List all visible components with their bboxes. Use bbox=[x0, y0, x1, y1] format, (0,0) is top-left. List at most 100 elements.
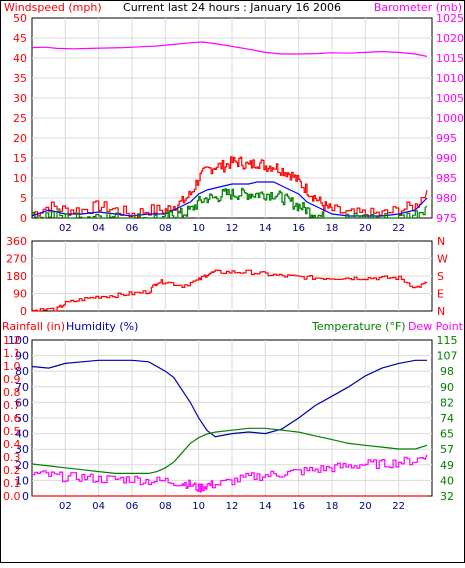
rainfall-tick-label: 0.9 bbox=[3, 373, 21, 386]
x-tick-label: 16 bbox=[292, 223, 305, 234]
rainfall-tick-label: 1.0 bbox=[3, 360, 21, 373]
windspeed-axis-label: Windspeed (mph) bbox=[4, 1, 102, 14]
direction-tick-label: 360 bbox=[6, 235, 27, 248]
x-tick-label: 14 bbox=[259, 223, 272, 234]
x-tick-label: 18 bbox=[326, 223, 339, 234]
windspeed-tick-label: 25 bbox=[13, 112, 27, 125]
humidity-tick-label: 40 bbox=[15, 428, 29, 441]
direction-tick-label: 270 bbox=[6, 253, 27, 266]
x-tick-label: 12 bbox=[226, 223, 239, 234]
barometer-tick-label: 975 bbox=[436, 212, 457, 225]
barometer-tick-label: 1015 bbox=[436, 52, 464, 65]
compass-tick-label: S bbox=[437, 270, 444, 283]
compass-tick-label: E bbox=[437, 288, 444, 301]
rainfall-tick-label: 0.2 bbox=[3, 464, 21, 477]
compass-tick-label: W bbox=[437, 253, 448, 266]
barometer-tick-label: 1005 bbox=[436, 92, 464, 105]
temperature-tick-label: 74 bbox=[440, 412, 454, 425]
barometer-tick-label: 1025 bbox=[436, 12, 464, 25]
compass-tick-label: N bbox=[437, 305, 445, 318]
windspeed-tick-label: 40 bbox=[13, 52, 27, 65]
direction-line bbox=[32, 269, 428, 312]
grid-direction bbox=[32, 241, 432, 311]
rainfall-tick-label: 1.2 bbox=[3, 334, 21, 347]
series-wind bbox=[31, 41, 428, 219]
ticks-humidity: 02 04 06 08 10 12 14 16 18 20 22 0 10 20 30 40 50 60 70 80 9… bbox=[3, 334, 458, 512]
x-tick-label: 02 bbox=[59, 223, 72, 234]
direction-tick-label: 180 bbox=[6, 270, 27, 283]
ticks-wind: 02 04 06 08 10 12 14 16 18 20 22051015202530354045… bbox=[13, 12, 464, 234]
gust_low-line bbox=[32, 187, 428, 219]
windspeed-tick-label: 50 bbox=[13, 12, 27, 25]
x-tick-label: 02 bbox=[59, 501, 72, 512]
temperature-tick-label: 82 bbox=[440, 396, 454, 409]
barometer-tick-label: 995 bbox=[436, 132, 457, 145]
x-tick-label: 08 bbox=[159, 223, 172, 234]
direction-tick-label: 90 bbox=[13, 288, 27, 301]
temperature-tick-label: 32 bbox=[440, 490, 454, 503]
x-tick-label: 20 bbox=[359, 501, 372, 512]
series-direction bbox=[32, 269, 428, 312]
dewpoint-line bbox=[32, 454, 428, 493]
rainfall-tick-label: 0.7 bbox=[3, 399, 21, 412]
windspeed-tick-label: 20 bbox=[13, 132, 27, 145]
rainfall-tick-label: 0.1 bbox=[3, 477, 21, 490]
x-tick-label: 12 bbox=[226, 501, 239, 512]
temperature-tick-label: 49 bbox=[440, 459, 454, 472]
x-tick-label: 20 bbox=[359, 223, 372, 234]
direction-tick-label: 0 bbox=[20, 305, 27, 318]
humidity-tick-label: 90 bbox=[15, 350, 29, 363]
rainfall-tick-label: 0.5 bbox=[3, 425, 21, 438]
rainfall-tick-label: 0.6 bbox=[3, 412, 21, 425]
barometer-tick-label: 1010 bbox=[436, 72, 464, 85]
humidity-tick-label: 30 bbox=[15, 443, 29, 456]
x-tick-label: 16 bbox=[292, 501, 305, 512]
temperature-axis-label: Temperature (°F) bbox=[311, 320, 406, 333]
x-tick-label: 06 bbox=[126, 501, 139, 512]
barometer-tick-label: 1020 bbox=[436, 32, 464, 45]
temperature-tick-label: 90 bbox=[440, 381, 454, 394]
rainfall-tick-label: 1.1 bbox=[3, 347, 21, 360]
humidity-tick-label: 70 bbox=[15, 381, 29, 394]
x-tick-label: 06 bbox=[126, 223, 139, 234]
rainfall-tick-label: 0.8 bbox=[3, 386, 21, 399]
humidity-axis-label: Humidity (%) bbox=[66, 320, 138, 333]
grid-humidity bbox=[32, 340, 432, 496]
humidity-tick-label: 80 bbox=[15, 365, 29, 378]
windavg-line bbox=[31, 181, 428, 217]
temperature-tick-label: 57 bbox=[440, 443, 454, 456]
x-tick-label: 04 bbox=[92, 501, 105, 512]
barometer-tick-label: 985 bbox=[436, 172, 457, 185]
x-tick-label: 22 bbox=[392, 223, 405, 234]
rainfall-tick-label: 0.0 bbox=[3, 490, 21, 503]
rainfall-tick-label: 0.3 bbox=[3, 451, 21, 464]
humidity-tick-label: 20 bbox=[15, 459, 29, 472]
rainfall-tick-label: 0.4 bbox=[3, 438, 21, 451]
temperature-tick-label: 65 bbox=[440, 428, 454, 441]
temperature-tick-label: 98 bbox=[440, 365, 454, 378]
series-humidity bbox=[31, 359, 428, 497]
humidity-tick-label: 50 bbox=[15, 412, 29, 425]
barometer-axis-label: Barometer (mb) bbox=[374, 1, 462, 14]
wind-barometer-panel: 02 04 06 08 10 12 14 16 18 20 22051015202530354045… bbox=[4, 1, 464, 234]
humidity-tick-label: 0 bbox=[22, 490, 29, 503]
windspeed-tick-label: 35 bbox=[13, 72, 27, 85]
barometer-line bbox=[31, 41, 428, 57]
temperature-tick-label: 40 bbox=[440, 474, 454, 487]
humidity-temperature-panel: 02 04 06 08 10 12 14 16 18 20 22 0 10 20 30 40 50 60 70 80 9… bbox=[2, 320, 464, 512]
x-tick-label: 14 bbox=[259, 501, 272, 512]
x-tick-label: 22 bbox=[392, 501, 405, 512]
windspeed-tick-label: 45 bbox=[13, 32, 27, 45]
rainfall-axis-label: Rainfall (in) bbox=[2, 320, 65, 333]
barometer-tick-label: 980 bbox=[436, 192, 457, 205]
windspeed-tick-label: 0 bbox=[20, 212, 27, 225]
chart-title: Current last 24 hours : January 16 2006 bbox=[123, 1, 341, 14]
x-tick-label: 18 bbox=[326, 501, 339, 512]
humidity-tick-label: 10 bbox=[15, 474, 29, 487]
windspeed-tick-label: 15 bbox=[13, 152, 27, 165]
temperature-tick-label: 115 bbox=[437, 334, 458, 347]
